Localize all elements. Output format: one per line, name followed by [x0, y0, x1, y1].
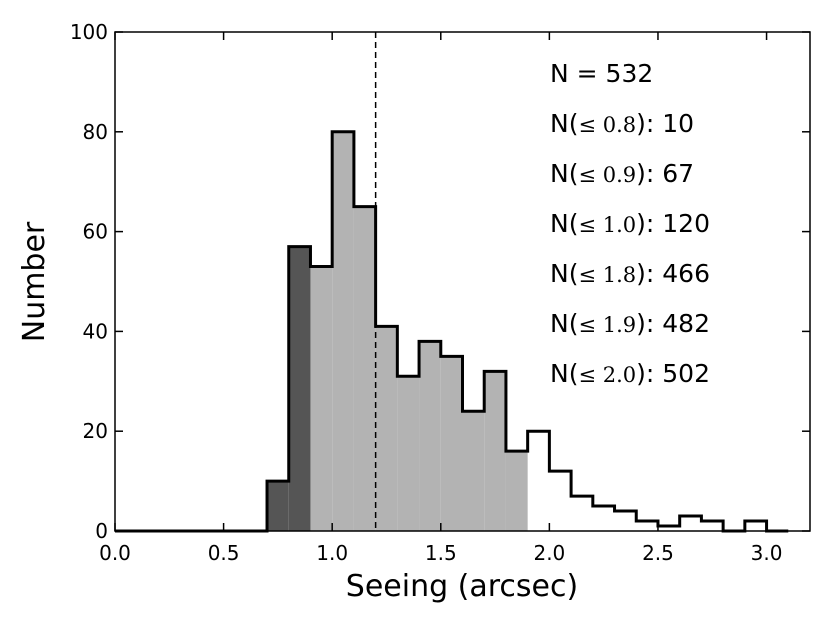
histogram-bar-fill: [288, 246, 311, 531]
x-axis-label: Seeing (arcsec): [346, 569, 578, 604]
axis-tick-labels: 0.0 0.5 1.0 1.5 2.0 2.5 3.0 0 20 40 60 80 100: [70, 20, 783, 565]
annotation-line: N(≤ 2.0): 502: [550, 359, 710, 388]
annotation-line: N(≤ 0.8): 10: [550, 109, 694, 138]
y-axis-label: Number: [17, 221, 52, 342]
y-tick-label: 40: [83, 319, 108, 343]
y-tick-label: 0: [95, 519, 108, 543]
annotation-line: N(≤ 0.9): 67: [550, 159, 694, 188]
histogram-bar-fill: [310, 266, 333, 531]
x-tick-label: 3.0: [751, 541, 783, 565]
x-tick-label: 0.5: [208, 541, 240, 565]
x-tick-label: 2.0: [533, 541, 565, 565]
x-tick-label: 1.0: [316, 541, 348, 565]
plot-frame: [114, 31, 811, 532]
annotation-line: N(≤ 1.8): 466: [550, 259, 710, 288]
annotation-line: N(≤ 1.0): 120: [550, 209, 710, 238]
histogram-fills: [267, 131, 528, 532]
histogram-bar-fill: [267, 481, 289, 531]
histogram-bar-fill: [484, 371, 506, 531]
y-tick-label: 100: [70, 20, 108, 44]
count-annotations: N = 532 N(≤ 0.8): 10 N(≤ 0.9): 67 N(≤ 1.0):…: [550, 59, 710, 388]
histogram-bar-fill: [332, 131, 354, 532]
x-tick-label: 2.5: [642, 541, 674, 565]
histogram-bar-fill: [397, 376, 420, 531]
histogram-bar-fill: [462, 411, 485, 531]
histogram-bar-fill: [505, 451, 528, 531]
y-tick-label: 80: [83, 120, 108, 144]
histogram-bar-fill: [419, 341, 441, 531]
x-tick-label: 1.5: [425, 541, 457, 565]
histogram-bar-fill: [440, 356, 463, 531]
axis-ticks: [114, 31, 810, 532]
y-tick-label: 20: [83, 419, 108, 443]
annotation-line: N = 532: [550, 59, 653, 88]
histogram-bar-fill: [375, 326, 398, 531]
histogram-bar-fill: [353, 206, 376, 531]
histogram-outline: [115, 130, 789, 533]
y-tick-label: 60: [83, 220, 108, 244]
x-tick-label: 0.0: [99, 541, 131, 565]
annotation-line: N(≤ 1.9): 482: [550, 309, 710, 338]
